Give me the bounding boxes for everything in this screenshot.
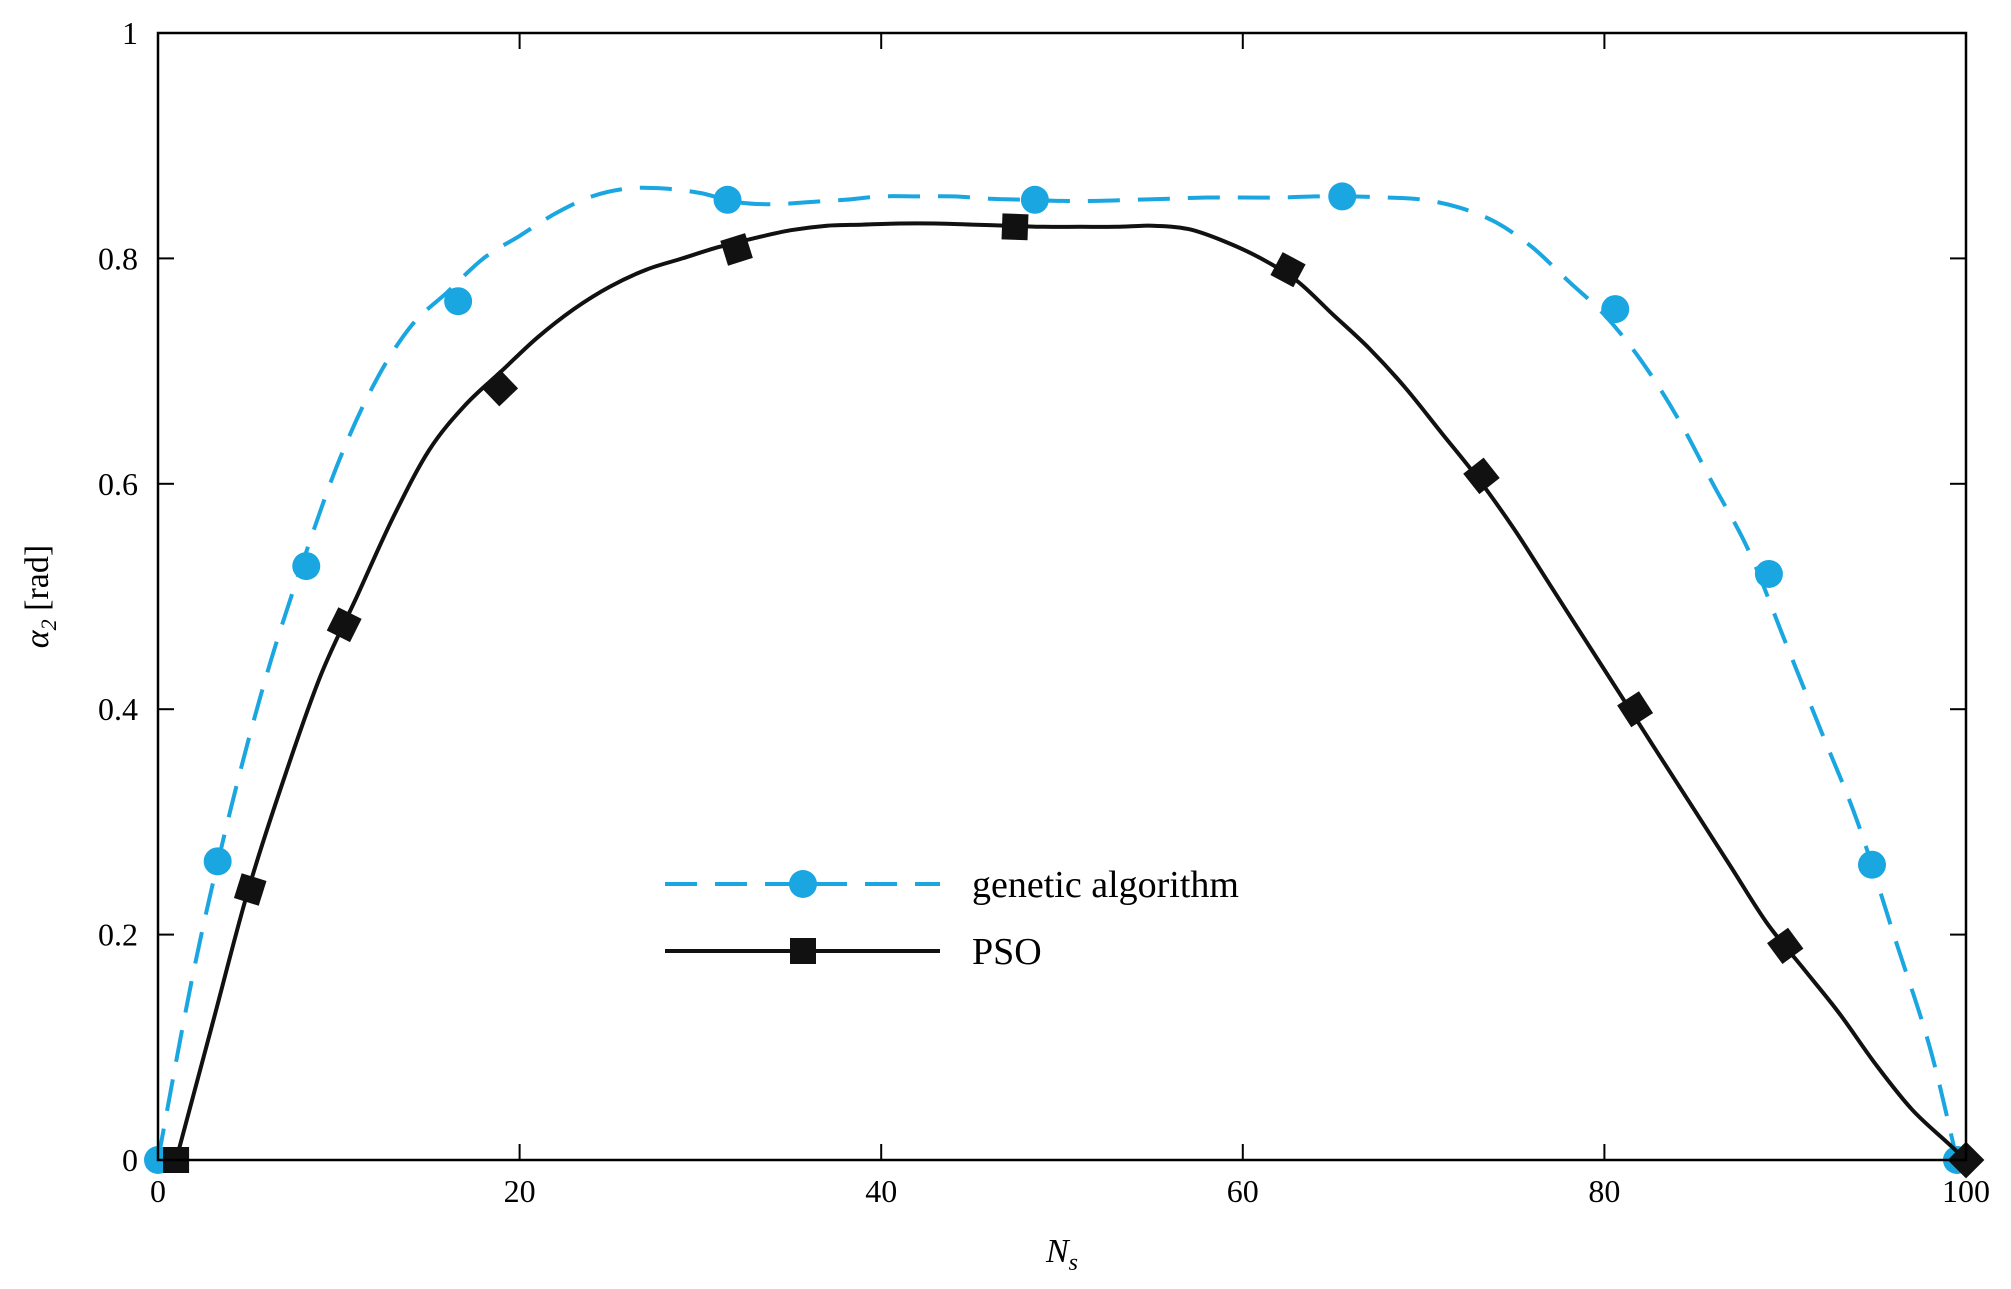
- series-genetic-algorithm: [144, 182, 1971, 1174]
- plot-frame: [156, 31, 1968, 1162]
- x-axis-title: Ns: [1045, 1233, 1078, 1276]
- x-tick-label: 60: [1227, 1173, 1259, 1209]
- data-point-genetic-algorithm: [203, 847, 232, 876]
- data-point-pso: [326, 607, 362, 643]
- data-point-pso: [1463, 457, 1500, 495]
- x-tick-label: 40: [865, 1173, 897, 1209]
- legend-label-genetic-algorithm: genetic algorithm: [972, 864, 1239, 906]
- legend-entry-genetic-algorithm: genetic algorithm: [665, 864, 1239, 906]
- y-tick-label: 1: [122, 15, 138, 51]
- data-point-genetic-algorithm: [1754, 559, 1783, 588]
- y-tick-label: 0.8: [98, 240, 138, 276]
- y-axis-title: α2 [rad]: [19, 545, 61, 648]
- data-point-pso: [1617, 691, 1654, 728]
- axis-tick-labels: 0 20 40 60 80 100 0 0.2 0.4 0.6 0.8 1: [98, 15, 1990, 1209]
- x-tick-label: 20: [504, 1173, 536, 1209]
- y-tick-label: 0: [122, 1142, 138, 1178]
- y-tick-label: 0.4: [98, 691, 138, 727]
- x-axis-title-sub: s: [1069, 1250, 1078, 1276]
- y-axis-title-unit: [rad]: [19, 545, 56, 620]
- data-point-pso: [1001, 213, 1029, 241]
- legend-marker-pso: [790, 938, 816, 964]
- data-point-pso: [233, 873, 267, 906]
- data-point-pso: [720, 233, 753, 266]
- y-tick-label: 0.2: [98, 917, 138, 953]
- data-point-genetic-algorithm: [1601, 295, 1630, 324]
- series-line-pso: [174, 221, 1968, 1162]
- legend-label-pso: PSO: [972, 931, 1042, 973]
- data-point-genetic-algorithm: [292, 552, 321, 581]
- x-tick-label: 100: [1942, 1173, 1990, 1209]
- y-tick-label: 0.6: [98, 466, 138, 502]
- x-tick-label: 80: [1588, 1173, 1620, 1209]
- axis-ticks: [157, 32, 1967, 1161]
- data-point-pso: [1270, 252, 1306, 288]
- data-point-genetic-algorithm: [713, 185, 742, 214]
- y-axis-title-main: α: [19, 629, 56, 648]
- x-tick-label: 0: [150, 1173, 166, 1209]
- x-axis-title-main: N: [1045, 1233, 1071, 1270]
- data-point-pso: [481, 369, 519, 407]
- data-point-genetic-algorithm: [1328, 182, 1357, 211]
- legend-marker-genetic-algorithm: [789, 870, 817, 898]
- data-point-genetic-algorithm: [1857, 850, 1886, 879]
- legend: genetic algorithm PSO: [665, 864, 1239, 973]
- series-line-genetic-algorithm: [156, 185, 1959, 1161]
- legend-entry-pso: PSO: [665, 931, 1042, 973]
- data-point-genetic-algorithm: [444, 287, 473, 316]
- data-point-pso: [1767, 927, 1804, 965]
- y-axis-title-sub: 2: [36, 619, 61, 630]
- data-point-genetic-algorithm: [1020, 185, 1049, 214]
